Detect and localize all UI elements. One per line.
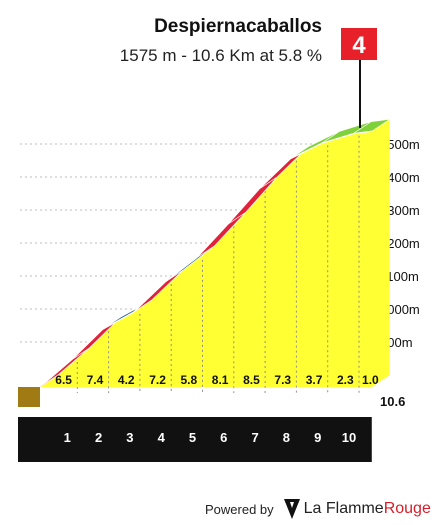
profile-area — [40, 131, 372, 387]
flamme-rouge-logo-icon — [283, 499, 300, 519]
fill-layer — [40, 119, 390, 393]
y-tick-label: 1000m — [380, 302, 420, 317]
end-distance-label: 10.6 — [380, 394, 405, 409]
y-tick-label: 1200m — [380, 236, 420, 251]
gradient-label: 7.4 — [87, 373, 104, 387]
gradient-label: 7.3 — [274, 373, 291, 387]
km-label: 2 — [95, 430, 102, 445]
label-layer: 6.5 7.4 4.2 7.2 5.8 8.1 8.5 7.3 3.7 2.3 1.0 1 2 3 4 5 6 7… — [55, 373, 405, 445]
y-tick-label: 1500m — [380, 137, 420, 152]
profile-edge — [39, 359, 72, 388]
flag-banner — [341, 28, 377, 60]
gradient-label: 1.0 — [362, 373, 379, 387]
gradient-label: 3.7 — [306, 373, 323, 387]
gradient-label: 4.2 — [118, 373, 135, 387]
start-band — [39, 374, 59, 388]
y-tick-label: 1300m — [380, 203, 420, 218]
gradient-label: 2.3 — [337, 373, 354, 387]
profile-side-face — [371, 119, 390, 387]
base-strip — [18, 417, 372, 462]
gradient-label: 6.5 — [55, 373, 72, 387]
category-flag: 4 — [341, 28, 377, 128]
km-label: 9 — [314, 430, 321, 445]
profile-edge — [102, 311, 135, 330]
profile-edge — [352, 130, 372, 135]
profile-edge — [133, 281, 166, 313]
profile-top-band-layer — [39, 118, 390, 388]
profile-edge — [164, 257, 197, 283]
climb-title: Despiernacaballos — [154, 16, 322, 37]
gradient-label: 8.5 — [243, 373, 260, 387]
climb-subtitle: 1575 m - 10.6 Km at 5.8 % — [119, 46, 322, 65]
footer-credit: Powered by La Flamme Rouge — [205, 498, 431, 520]
km-label: 4 — [158, 430, 166, 445]
gradient-label: 7.2 — [149, 373, 166, 387]
km-label: 7 — [251, 430, 258, 445]
profile-edge — [196, 223, 229, 259]
profile-edge — [70, 328, 104, 361]
profile-edge — [321, 133, 354, 144]
km-label: 1 — [64, 430, 71, 445]
profile-edge — [290, 142, 322, 160]
gradient-label: 5.8 — [181, 373, 198, 387]
gradient-label: 8.1 — [212, 373, 229, 387]
profile-edge — [227, 188, 260, 225]
km-label: 3 — [126, 430, 133, 445]
start-wall — [18, 387, 40, 407]
km-label: 6 — [220, 430, 227, 445]
km-label: 8 — [283, 430, 290, 445]
powered-by-label: Powered by — [205, 501, 274, 517]
km-label: 10 — [342, 430, 356, 445]
profile-edge — [258, 158, 291, 190]
brand-name-part1: La Flamme — [303, 500, 384, 517]
brand-name-part2: Rouge — [383, 500, 431, 517]
km-label: 5 — [189, 430, 196, 445]
y-tick-label: 1400m — [380, 170, 420, 185]
flag-category-label: 4 — [352, 32, 366, 59]
base-layer — [18, 387, 372, 462]
